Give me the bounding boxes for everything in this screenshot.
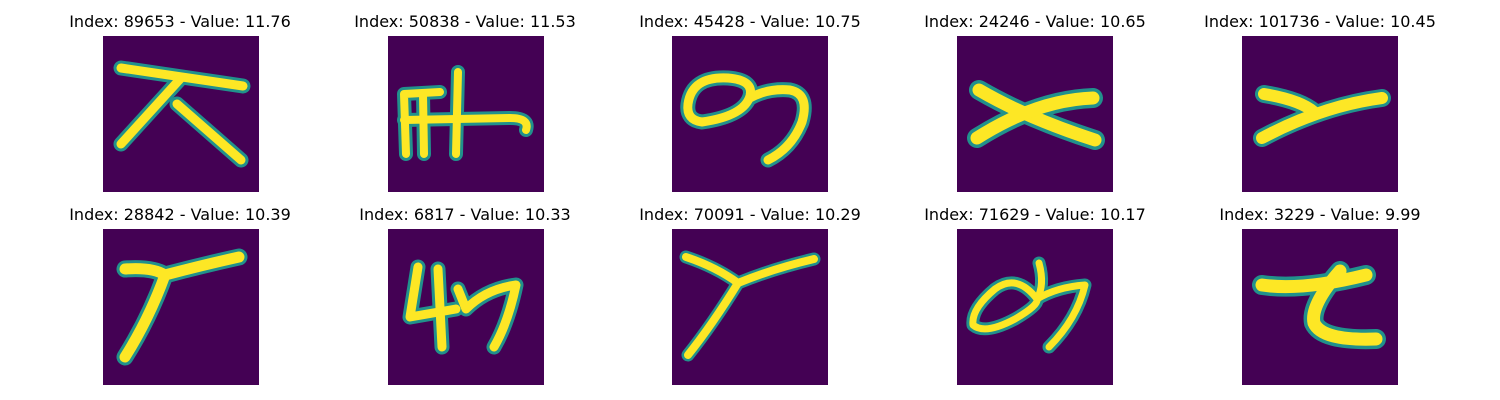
panel-title: Index: 89653 - Value: 11.76: [69, 12, 291, 31]
panel-title: Index: 3229 - Value: 9.99: [1219, 205, 1421, 224]
glyph-image: [1242, 36, 1398, 192]
glyph-image: [388, 36, 544, 192]
panel-title: Index: 71629 - Value: 10.17: [924, 205, 1146, 224]
glyph-image: [957, 36, 1113, 192]
glyph-image: [672, 36, 828, 192]
glyph-image: [388, 229, 544, 385]
panel-title: Index: 45428 - Value: 10.75: [639, 12, 861, 31]
glyph-image: [672, 229, 828, 385]
glyph-image: [103, 36, 259, 192]
glyph-image: [103, 229, 259, 385]
panel-title: Index: 24246 - Value: 10.65: [924, 12, 1146, 31]
panel-title: Index: 28842 - Value: 10.39: [69, 205, 291, 224]
panel-title: Index: 50838 - Value: 11.53: [354, 12, 576, 31]
panel-title: Index: 70091 - Value: 10.29: [639, 205, 861, 224]
glyph-image: [957, 229, 1113, 385]
panel-title: Index: 6817 - Value: 10.33: [359, 205, 571, 224]
glyph-image: [1242, 229, 1398, 385]
panel-title: Index: 101736 - Value: 10.45: [1204, 12, 1436, 31]
